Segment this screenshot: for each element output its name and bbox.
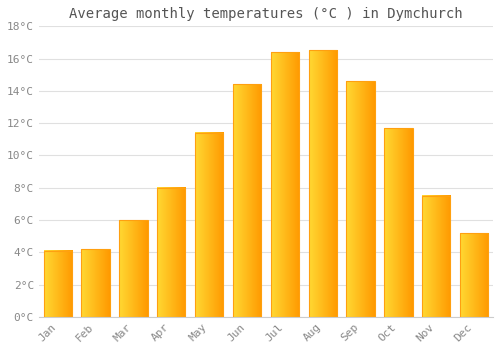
Bar — [82, 249, 110, 317]
Bar — [233, 84, 261, 317]
Bar — [346, 81, 375, 317]
Bar — [384, 128, 412, 317]
Bar — [422, 196, 450, 317]
Bar — [157, 188, 186, 317]
Title: Average monthly temperatures (°C ) in Dymchurch: Average monthly temperatures (°C ) in Dy… — [69, 7, 462, 21]
Bar — [195, 133, 224, 317]
Bar — [119, 220, 148, 317]
Bar — [44, 251, 72, 317]
Bar — [308, 50, 337, 317]
Bar — [270, 52, 299, 317]
Bar — [460, 233, 488, 317]
